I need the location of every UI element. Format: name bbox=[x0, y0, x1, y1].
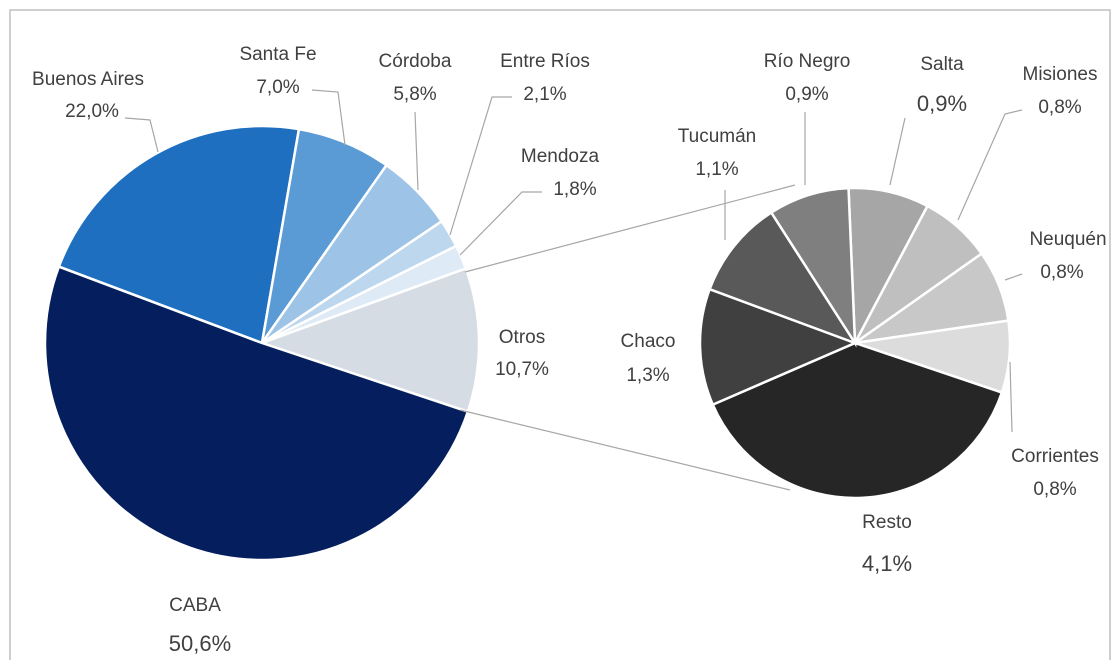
leader-lines bbox=[124, 89, 1023, 433]
pie-slice bbox=[711, 341, 1004, 500]
slice-label: Chaco bbox=[621, 331, 676, 352]
slice-value-label: 2,1% bbox=[523, 84, 566, 105]
leader-line bbox=[957, 109, 1023, 221]
slice-value-label: 0,9% bbox=[917, 91, 967, 116]
slice-value-label: 10,7% bbox=[495, 359, 549, 380]
slice-label: Neuquén bbox=[1029, 229, 1106, 250]
slice-label: Entre Ríos bbox=[500, 51, 590, 72]
slice-value-label: 0,9% bbox=[785, 84, 828, 105]
connector-line bbox=[464, 184, 796, 273]
slice-value-label: 1,3% bbox=[626, 365, 669, 386]
slice-label: Mendoza bbox=[521, 146, 600, 167]
pie-slice bbox=[258, 266, 481, 414]
slice-label: Buenos Aires bbox=[32, 69, 144, 90]
pie-slice bbox=[698, 287, 859, 407]
slice-label: Otros bbox=[499, 327, 545, 348]
pie-slice bbox=[708, 210, 859, 346]
leader-line bbox=[1004, 273, 1023, 281]
pie bbox=[698, 186, 1012, 500]
slice-value-label: 50,6% bbox=[169, 631, 231, 656]
leader-line bbox=[459, 191, 542, 256]
leader-line bbox=[889, 117, 906, 186]
pie-slice bbox=[43, 265, 470, 562]
slice-value-label: 4,1% bbox=[862, 551, 912, 576]
leader-line bbox=[414, 111, 419, 191]
slice-value-label: 22,0% bbox=[65, 101, 119, 122]
slice-value-label: 1,8% bbox=[553, 179, 596, 200]
slice-label: Córdoba bbox=[379, 51, 452, 72]
slice-label: CABA bbox=[169, 595, 221, 616]
connectors bbox=[459, 184, 796, 491]
connector-line bbox=[459, 409, 791, 491]
leader-line bbox=[449, 96, 512, 236]
slice-label: Salta bbox=[920, 54, 964, 75]
leader-line bbox=[1009, 361, 1013, 433]
leader-line bbox=[311, 89, 346, 146]
slice-value-label: 7,0% bbox=[256, 77, 299, 98]
leader-line bbox=[124, 117, 159, 153]
slice-value-label: 0,8% bbox=[1033, 479, 1076, 500]
pie-slice bbox=[769, 186, 857, 348]
slice-label: Misiones bbox=[1023, 64, 1098, 85]
pie bbox=[43, 124, 481, 562]
slice-label: Tucumán bbox=[678, 126, 757, 147]
slice-value-label: 1,1% bbox=[695, 159, 738, 180]
slice-value-label: 5,8% bbox=[393, 84, 436, 105]
slice-label: Santa Fe bbox=[239, 44, 316, 65]
slice-label: Resto bbox=[862, 512, 912, 533]
slice-value-label: 0,8% bbox=[1038, 97, 1081, 118]
slice-value-label: 0,8% bbox=[1040, 262, 1083, 283]
slice-label: Corrientes bbox=[1011, 446, 1099, 467]
slice-label: Río Negro bbox=[764, 51, 851, 72]
